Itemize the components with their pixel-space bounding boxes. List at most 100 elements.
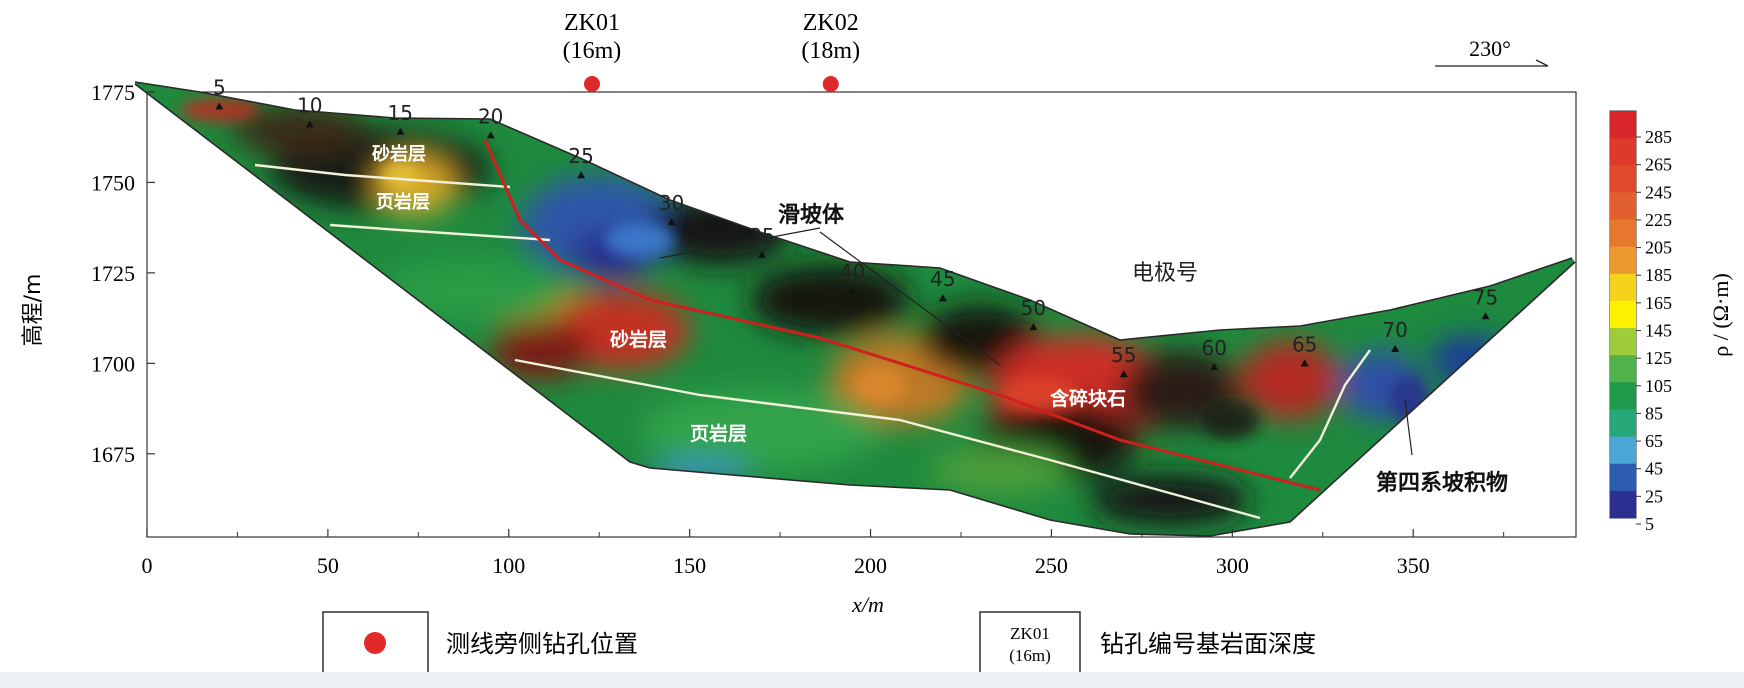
colorbar-segment	[1610, 382, 1636, 410]
leader-line-3	[1404, 399, 1413, 456]
x-tick-label: 250	[1035, 553, 1068, 578]
colorbar-segment	[1610, 436, 1636, 465]
colorbar-tick-label: 5	[1645, 514, 1654, 534]
section-outline	[134, 81, 1576, 537]
colorbar-segment	[1610, 300, 1636, 329]
x-tick-label: 50	[317, 553, 339, 578]
electrode-label: 15	[388, 101, 413, 125]
colorbar-tick-label: 225	[1645, 210, 1672, 230]
colorbar-tick-label: 285	[1645, 127, 1672, 147]
colorbar-title: ρ / (Ω·m)	[1708, 273, 1733, 357]
x-tick-label: 300	[1216, 553, 1249, 578]
electrode-marker	[848, 286, 857, 294]
direction-label: 230°	[1469, 36, 1511, 61]
colorbar-tick-label: 45	[1645, 459, 1663, 479]
x-tick-label: 100	[492, 553, 525, 578]
electrode-label: 40	[840, 260, 865, 284]
colorbar-segment	[1610, 273, 1636, 302]
electrode-label: 60	[1202, 336, 1227, 360]
label-shale-upper: 页岩层	[376, 191, 430, 213]
label-landslide-body: 滑坡体	[778, 203, 845, 228]
label-sandstone-upper: 砂岩层	[372, 143, 426, 165]
electrode-label: 75	[1473, 285, 1498, 309]
electrode-marker	[667, 218, 676, 226]
borehole-dot	[822, 76, 839, 92]
colorbar-tick-label: 245	[1645, 182, 1672, 202]
colorbar-segment	[1610, 165, 1636, 193]
colorbar-segment	[1610, 328, 1636, 356]
electrode-label: 55	[1111, 343, 1136, 367]
electrode-marker	[1029, 323, 1038, 331]
legend-sample-text: 钻孔编号基岩面深度	[1100, 630, 1316, 658]
colorbar-tick-label: 25	[1645, 486, 1663, 506]
y-tick-label: 1750	[91, 170, 135, 195]
colorbar-segment	[1610, 246, 1636, 275]
plot-frame	[146, 91, 1577, 538]
x-tick-label: 150	[673, 553, 706, 578]
borehole-id: ZK02	[803, 10, 859, 36]
legend-borehole-text: 测线旁侧钻孔位置	[446, 630, 638, 658]
colorbar-tick-label: 65	[1645, 431, 1663, 451]
electrode-marker	[1481, 312, 1490, 320]
electrode-marker	[486, 131, 495, 139]
electrode-label: 5	[213, 75, 226, 99]
electrode-label: 65	[1292, 332, 1317, 356]
electrode-label: 10	[297, 94, 322, 118]
colorbar-tick-label: 125	[1645, 348, 1672, 368]
y-tick-label: 1775	[91, 80, 135, 105]
borehole-dot	[583, 76, 600, 92]
dynamic-layer: 0 50 100 150 200 250 300 350 1775 1750 1725 1700 167…	[91, 10, 1672, 578]
y-tick-label: 1700	[91, 351, 135, 376]
colorbar-tick-label: 85	[1645, 403, 1663, 423]
electrode-marker	[1300, 359, 1309, 367]
electrode-marker	[396, 127, 405, 135]
colorbar-tick-label: 185	[1645, 265, 1672, 285]
legend-box-sample	[979, 611, 1081, 675]
colorbar-tick-label: 165	[1645, 293, 1672, 313]
electrode-marker	[938, 294, 947, 302]
x-tick-label: 0	[142, 553, 153, 578]
colorbar-segment	[1610, 490, 1636, 519]
boundary-upper-shale	[329, 223, 551, 242]
label-quaternary-deposit: 第四系坡积物	[1376, 470, 1508, 496]
legend-sample-depth: (16m)	[1009, 646, 1051, 665]
electrode-marker	[305, 120, 314, 128]
colorbar-tick-label: 145	[1645, 321, 1672, 341]
colorbar-tick-label: 205	[1645, 238, 1672, 258]
colorbar-segment	[1610, 138, 1636, 166]
x-tick-label: 350	[1397, 553, 1430, 578]
electrode-label: 35	[749, 224, 774, 248]
x-axis-label: x/m	[851, 592, 884, 617]
electrode-label: 70	[1382, 318, 1407, 342]
electrode-marker	[758, 250, 767, 258]
borehole-depth: (18m)	[801, 38, 860, 64]
x-tick-label: 200	[854, 553, 887, 578]
boundary-quaternary	[1289, 349, 1371, 479]
y-tick-label: 1725	[91, 261, 135, 286]
borehole-id: ZK01	[564, 10, 620, 36]
y-tick-label: 1675	[91, 442, 135, 467]
label-sandstone-lower: 砂岩层	[610, 328, 667, 351]
boundary-lower-shale	[514, 358, 1261, 520]
electrode-marker	[1119, 370, 1128, 378]
label-rubble: 含碎块石	[1050, 387, 1126, 410]
label-shale-lower: 页岩层	[690, 422, 747, 445]
colorbar-segment	[1610, 111, 1636, 139]
electrode-label: 50	[1021, 296, 1046, 320]
colorbar-segment	[1610, 219, 1636, 248]
label-electrode-number: 电极号	[1132, 261, 1198, 286]
colorbar-tick-label: 265	[1645, 155, 1672, 175]
electrode-label: 30	[659, 191, 684, 215]
colorbar-segment	[1610, 355, 1636, 383]
electrode-marker	[1391, 344, 1400, 352]
bottom-strip	[0, 672, 1744, 688]
leader-line-1	[659, 227, 821, 259]
electrode-marker	[577, 171, 586, 179]
borehole-depth: (16m)	[563, 38, 622, 64]
colorbar-segment	[1610, 409, 1636, 438]
slip-surface-line	[483, 139, 1321, 492]
electrode-label: 45	[930, 267, 955, 291]
colorbar-tick-label: 105	[1645, 376, 1672, 396]
colorbar-segment	[1610, 463, 1636, 492]
